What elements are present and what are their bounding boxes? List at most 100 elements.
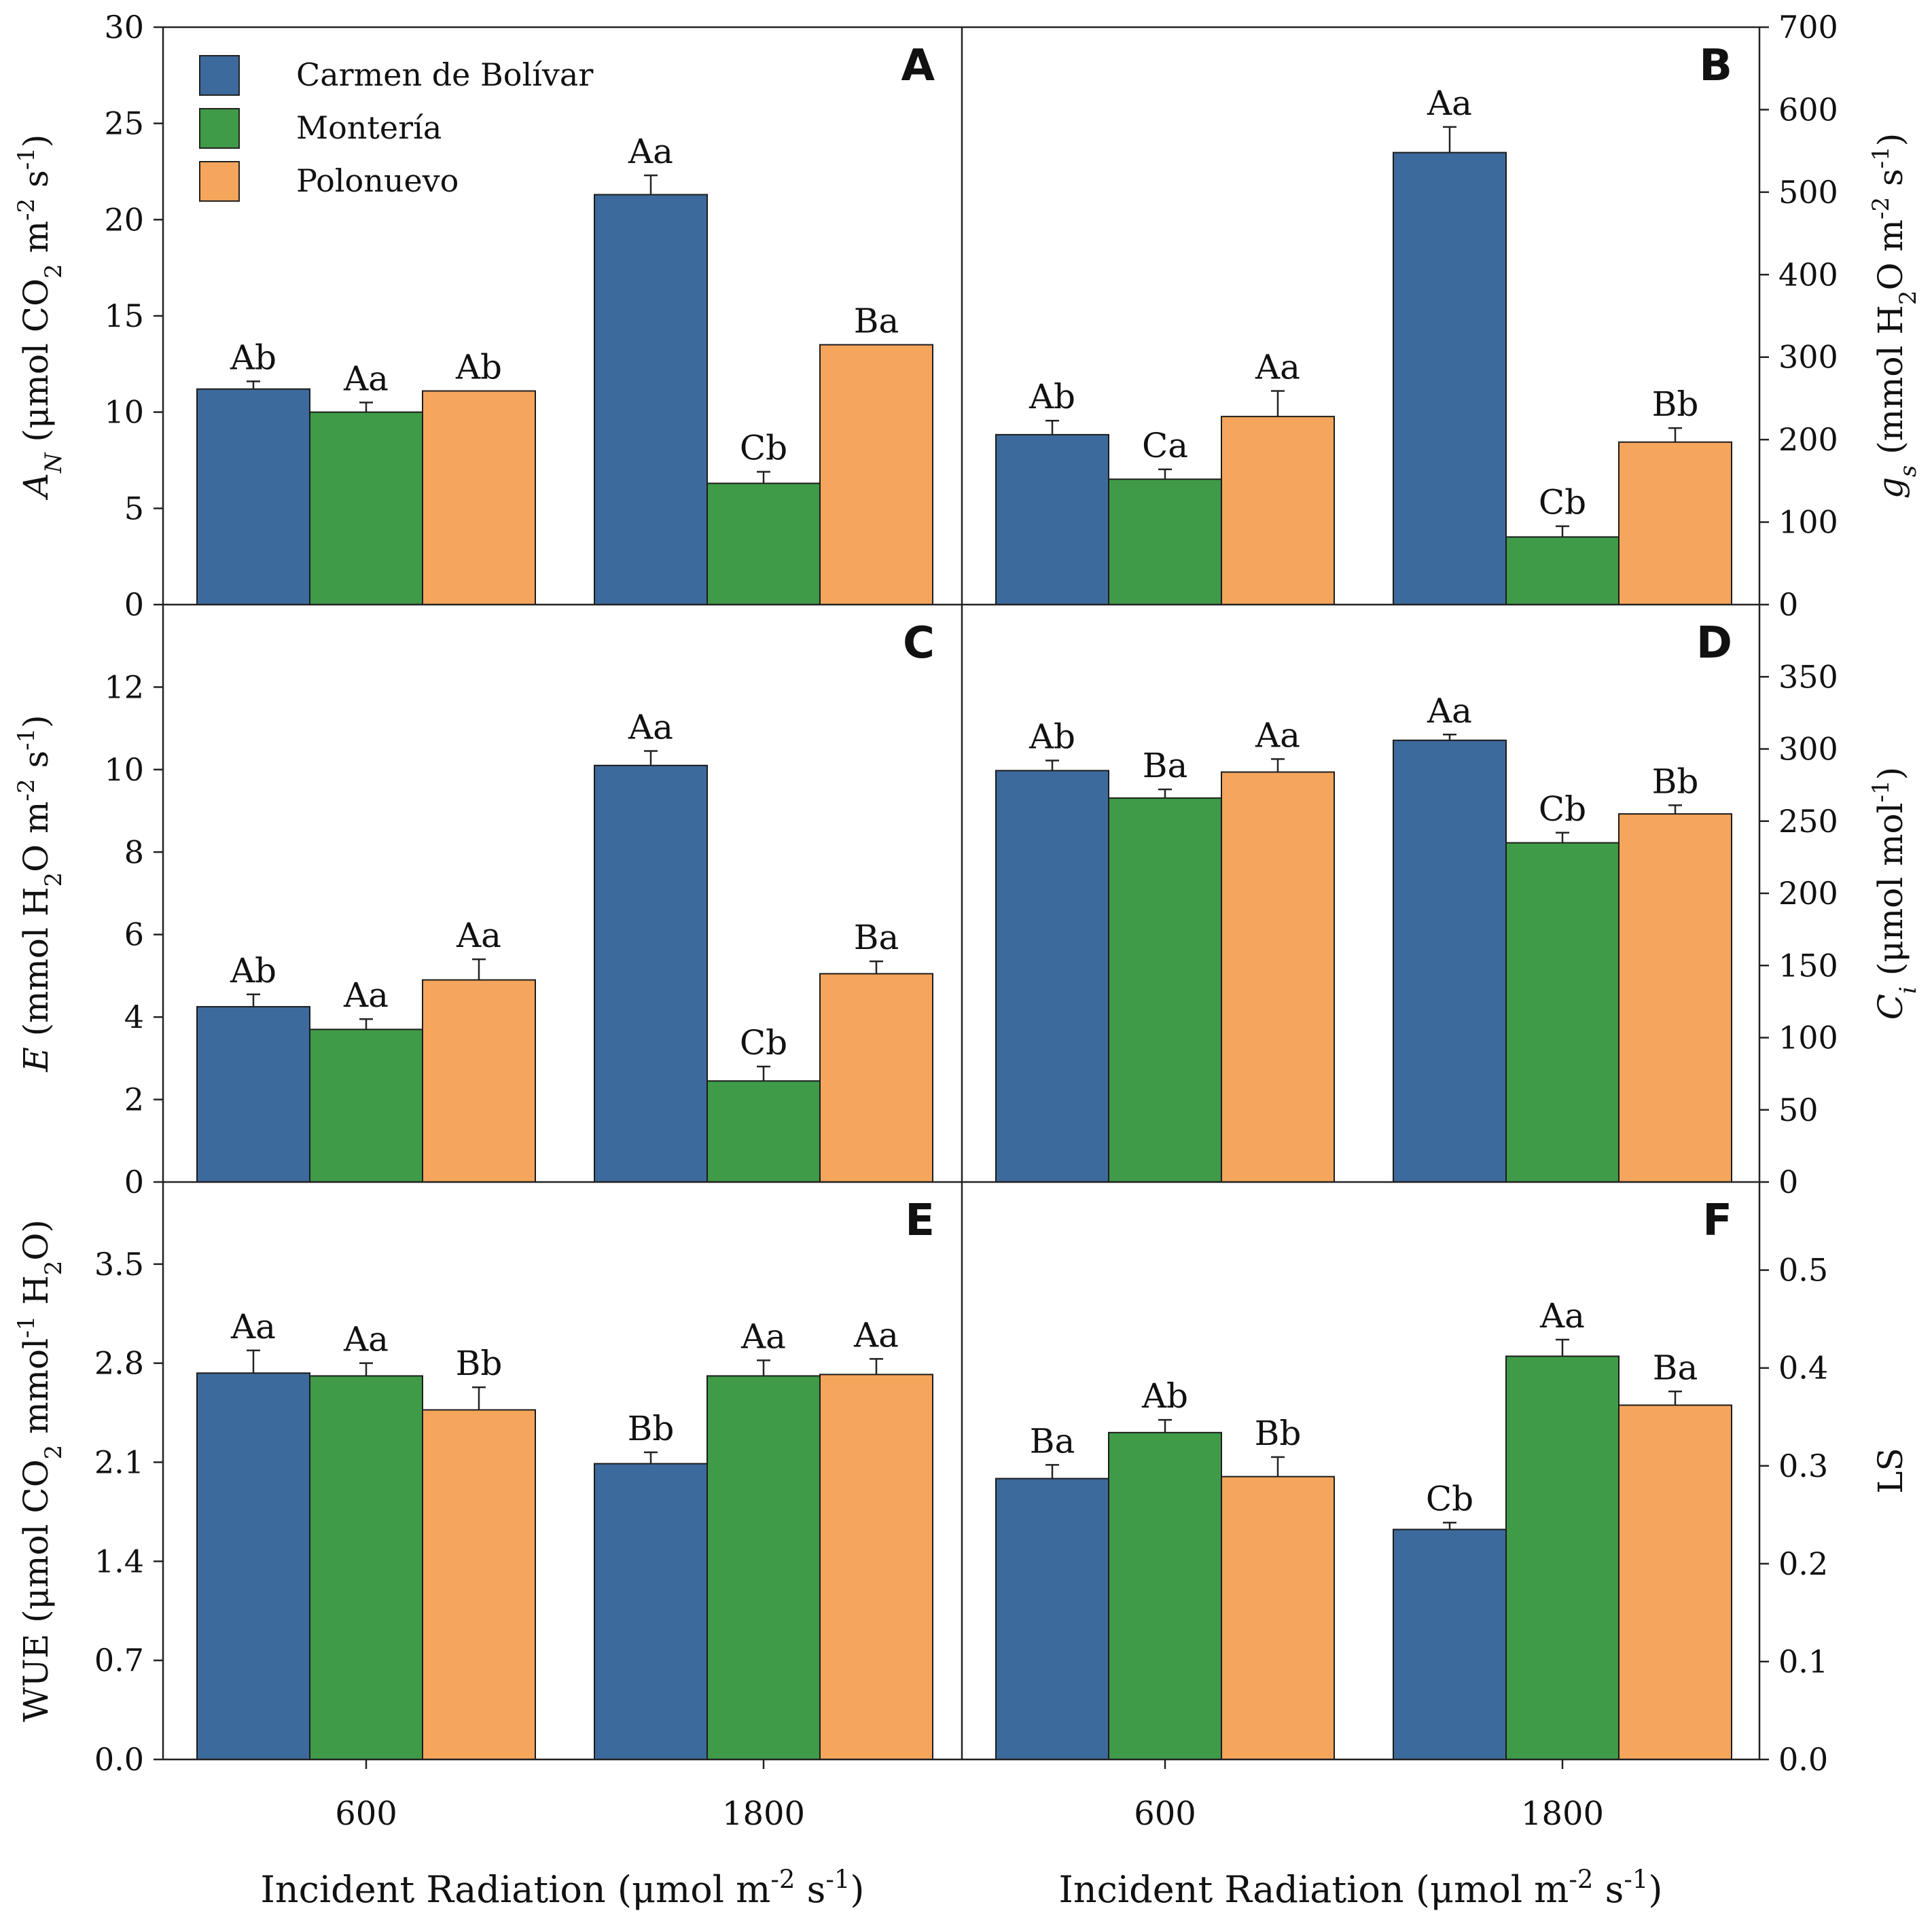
y-tick-label: 12: [104, 668, 144, 705]
significance-letter: Ca: [1142, 426, 1188, 465]
bar-a-polonuevo-1800: [819, 344, 933, 605]
y-axis-label-part: 2: [40, 1445, 67, 1460]
x-tick-label: 600: [1134, 1795, 1196, 1833]
bar-b-monter-a-1800: [1505, 536, 1620, 606]
y-axis-label-part: O): [16, 1219, 56, 1261]
y-axis-label-part: -1: [13, 728, 40, 751]
y-axis-label-part: (μmol mol: [1871, 802, 1910, 986]
y-tick-label: 200: [1778, 421, 1838, 458]
significance-letter: Bb: [628, 1409, 675, 1448]
panel-letter: B: [1699, 41, 1732, 91]
bar-f-polonuevo-600: [1221, 1475, 1335, 1760]
significance-letter: Ab: [1141, 1376, 1188, 1416]
bar-d-monter-a-600: [1108, 797, 1222, 1183]
x-tick-label: 1800: [1521, 1795, 1604, 1833]
y-tick-label: 25: [104, 105, 144, 142]
significance-letter: Aa: [1427, 84, 1472, 123]
y-tick-label: 20: [104, 201, 144, 238]
y-tick-label: 0: [1778, 1164, 1798, 1200]
y-axis-label-part: ): [16, 715, 56, 728]
y-axis-label-part: LS: [1871, 1448, 1910, 1493]
x-axis-label-part: Incident Radiation (μmol m: [261, 1868, 771, 1911]
y-tick-label: 0.0: [94, 1741, 144, 1778]
y-axis-label-part: -1: [1867, 146, 1895, 168]
significance-letter: Ba: [1143, 746, 1188, 785]
y-tick-label: 100: [1778, 504, 1838, 541]
y-axis-label-part: -2: [1867, 197, 1895, 219]
y-axis-label-part: A: [16, 473, 56, 500]
x-axis-label-part: -1: [825, 1865, 850, 1894]
panel-d: Ab Aa Ba Cb Aa Bb D 0 50 100 150 200 250 300 350 Ci (μm…: [995, 618, 1922, 1200]
significance-letter: Cb: [740, 1023, 787, 1062]
y-axis-label-part: -1: [1867, 780, 1895, 802]
bar-e-carmen-de-bol-var-1800: [594, 1463, 708, 1760]
y-tick-label: 6: [124, 916, 144, 953]
bar-f-polonuevo-1800: [1618, 1404, 1732, 1761]
y-tick-label: 0.2: [1778, 1545, 1828, 1582]
y-axis-label-part: ): [1871, 133, 1910, 147]
x-axis-label-part: ): [1648, 1868, 1662, 1911]
y-axis-label-part: 2: [40, 1261, 67, 1276]
y-axis-label-part: (mmol H: [1871, 305, 1910, 465]
significance-letter: Cb: [1539, 789, 1586, 829]
y-tick-label: 30: [104, 9, 144, 46]
y-tick-label: 1.4: [94, 1543, 144, 1579]
y-axis-label: gs (mmol H2O m-2 s-1): [1867, 133, 1922, 499]
y-axis-label-part: E: [16, 1047, 56, 1073]
significance-letter: Aa: [1427, 691, 1472, 730]
bar-a-monter-a-1800: [706, 482, 821, 605]
bar-c-carmen-de-bol-var-600: [196, 1005, 310, 1183]
bar-f-monter-a-600: [1108, 1431, 1222, 1760]
significance-letter: Aa: [740, 1317, 786, 1357]
significance-letter: Bb: [1652, 384, 1699, 424]
bar-e-polonuevo-1800: [819, 1374, 933, 1761]
y-tick-label: 3.5: [94, 1246, 144, 1283]
bar-c-carmen-de-bol-var-1800: [594, 764, 708, 1183]
x-axis-label-part: ): [850, 1868, 864, 1911]
x-axis-label-part: -2: [770, 1865, 795, 1894]
x-axis-label-part: s: [1593, 1868, 1624, 1911]
x-axis-label-part: -2: [1569, 1865, 1593, 1894]
y-tick-label: 300: [1778, 339, 1838, 376]
x-axis-label-part: s: [795, 1868, 825, 1911]
y-axis-label-part: C: [1871, 994, 1910, 1020]
panel-letter: A: [901, 41, 935, 91]
y-tick-label: 5: [124, 490, 144, 526]
y-tick-label: 400: [1778, 256, 1838, 293]
bar-b-carmen-de-bol-var-1800: [1393, 151, 1507, 606]
y-tick-label: 2.1: [94, 1444, 144, 1481]
significance-letter: Cb: [1539, 483, 1586, 522]
bar-b-polonuevo-1800: [1618, 441, 1732, 605]
significance-letter: Bb: [456, 1344, 503, 1383]
panel-letter: E: [905, 1196, 935, 1246]
bar-c-polonuevo-600: [422, 979, 536, 1183]
significance-letter: Ab: [230, 338, 276, 377]
y-tick-label: 600: [1778, 91, 1838, 128]
bar-d-polonuevo-1800: [1618, 813, 1732, 1183]
panel-letter: F: [1702, 1196, 1732, 1246]
x-axis-label: Incident Radiation (μmol m-2 s-1): [1059, 1865, 1663, 1912]
x-axis-label: Incident Radiation (μmol m-2 s-1): [261, 1865, 865, 1912]
legend-label: Carmen de Bolívar: [296, 56, 593, 93]
significance-letter: Cb: [740, 429, 787, 468]
x-tick-label: 1800: [722, 1795, 805, 1833]
y-tick-label: 700: [1778, 9, 1838, 46]
significance-letter: Aa: [628, 132, 673, 171]
panel-letter: C: [903, 618, 935, 668]
y-tick-label: 250: [1778, 803, 1838, 840]
bar-c-monter-a-600: [309, 1028, 423, 1183]
y-tick-label: 0.4: [1778, 1350, 1828, 1387]
y-axis-label-part: -2: [13, 779, 40, 801]
bar-a-monter-a-600: [309, 411, 423, 606]
y-axis-label-part: WUE (μmol CO: [16, 1459, 56, 1722]
significance-letter: Aa: [1255, 348, 1300, 387]
significance-letter: Ab: [455, 348, 502, 387]
bar-c-monter-a-1800: [706, 1080, 821, 1183]
legend-swatch: [199, 161, 240, 202]
significance-letter: Aa: [456, 916, 501, 955]
bar-d-carmen-de-bol-var-1800: [1393, 739, 1507, 1183]
x-axis-label-part: -1: [1624, 1865, 1648, 1894]
